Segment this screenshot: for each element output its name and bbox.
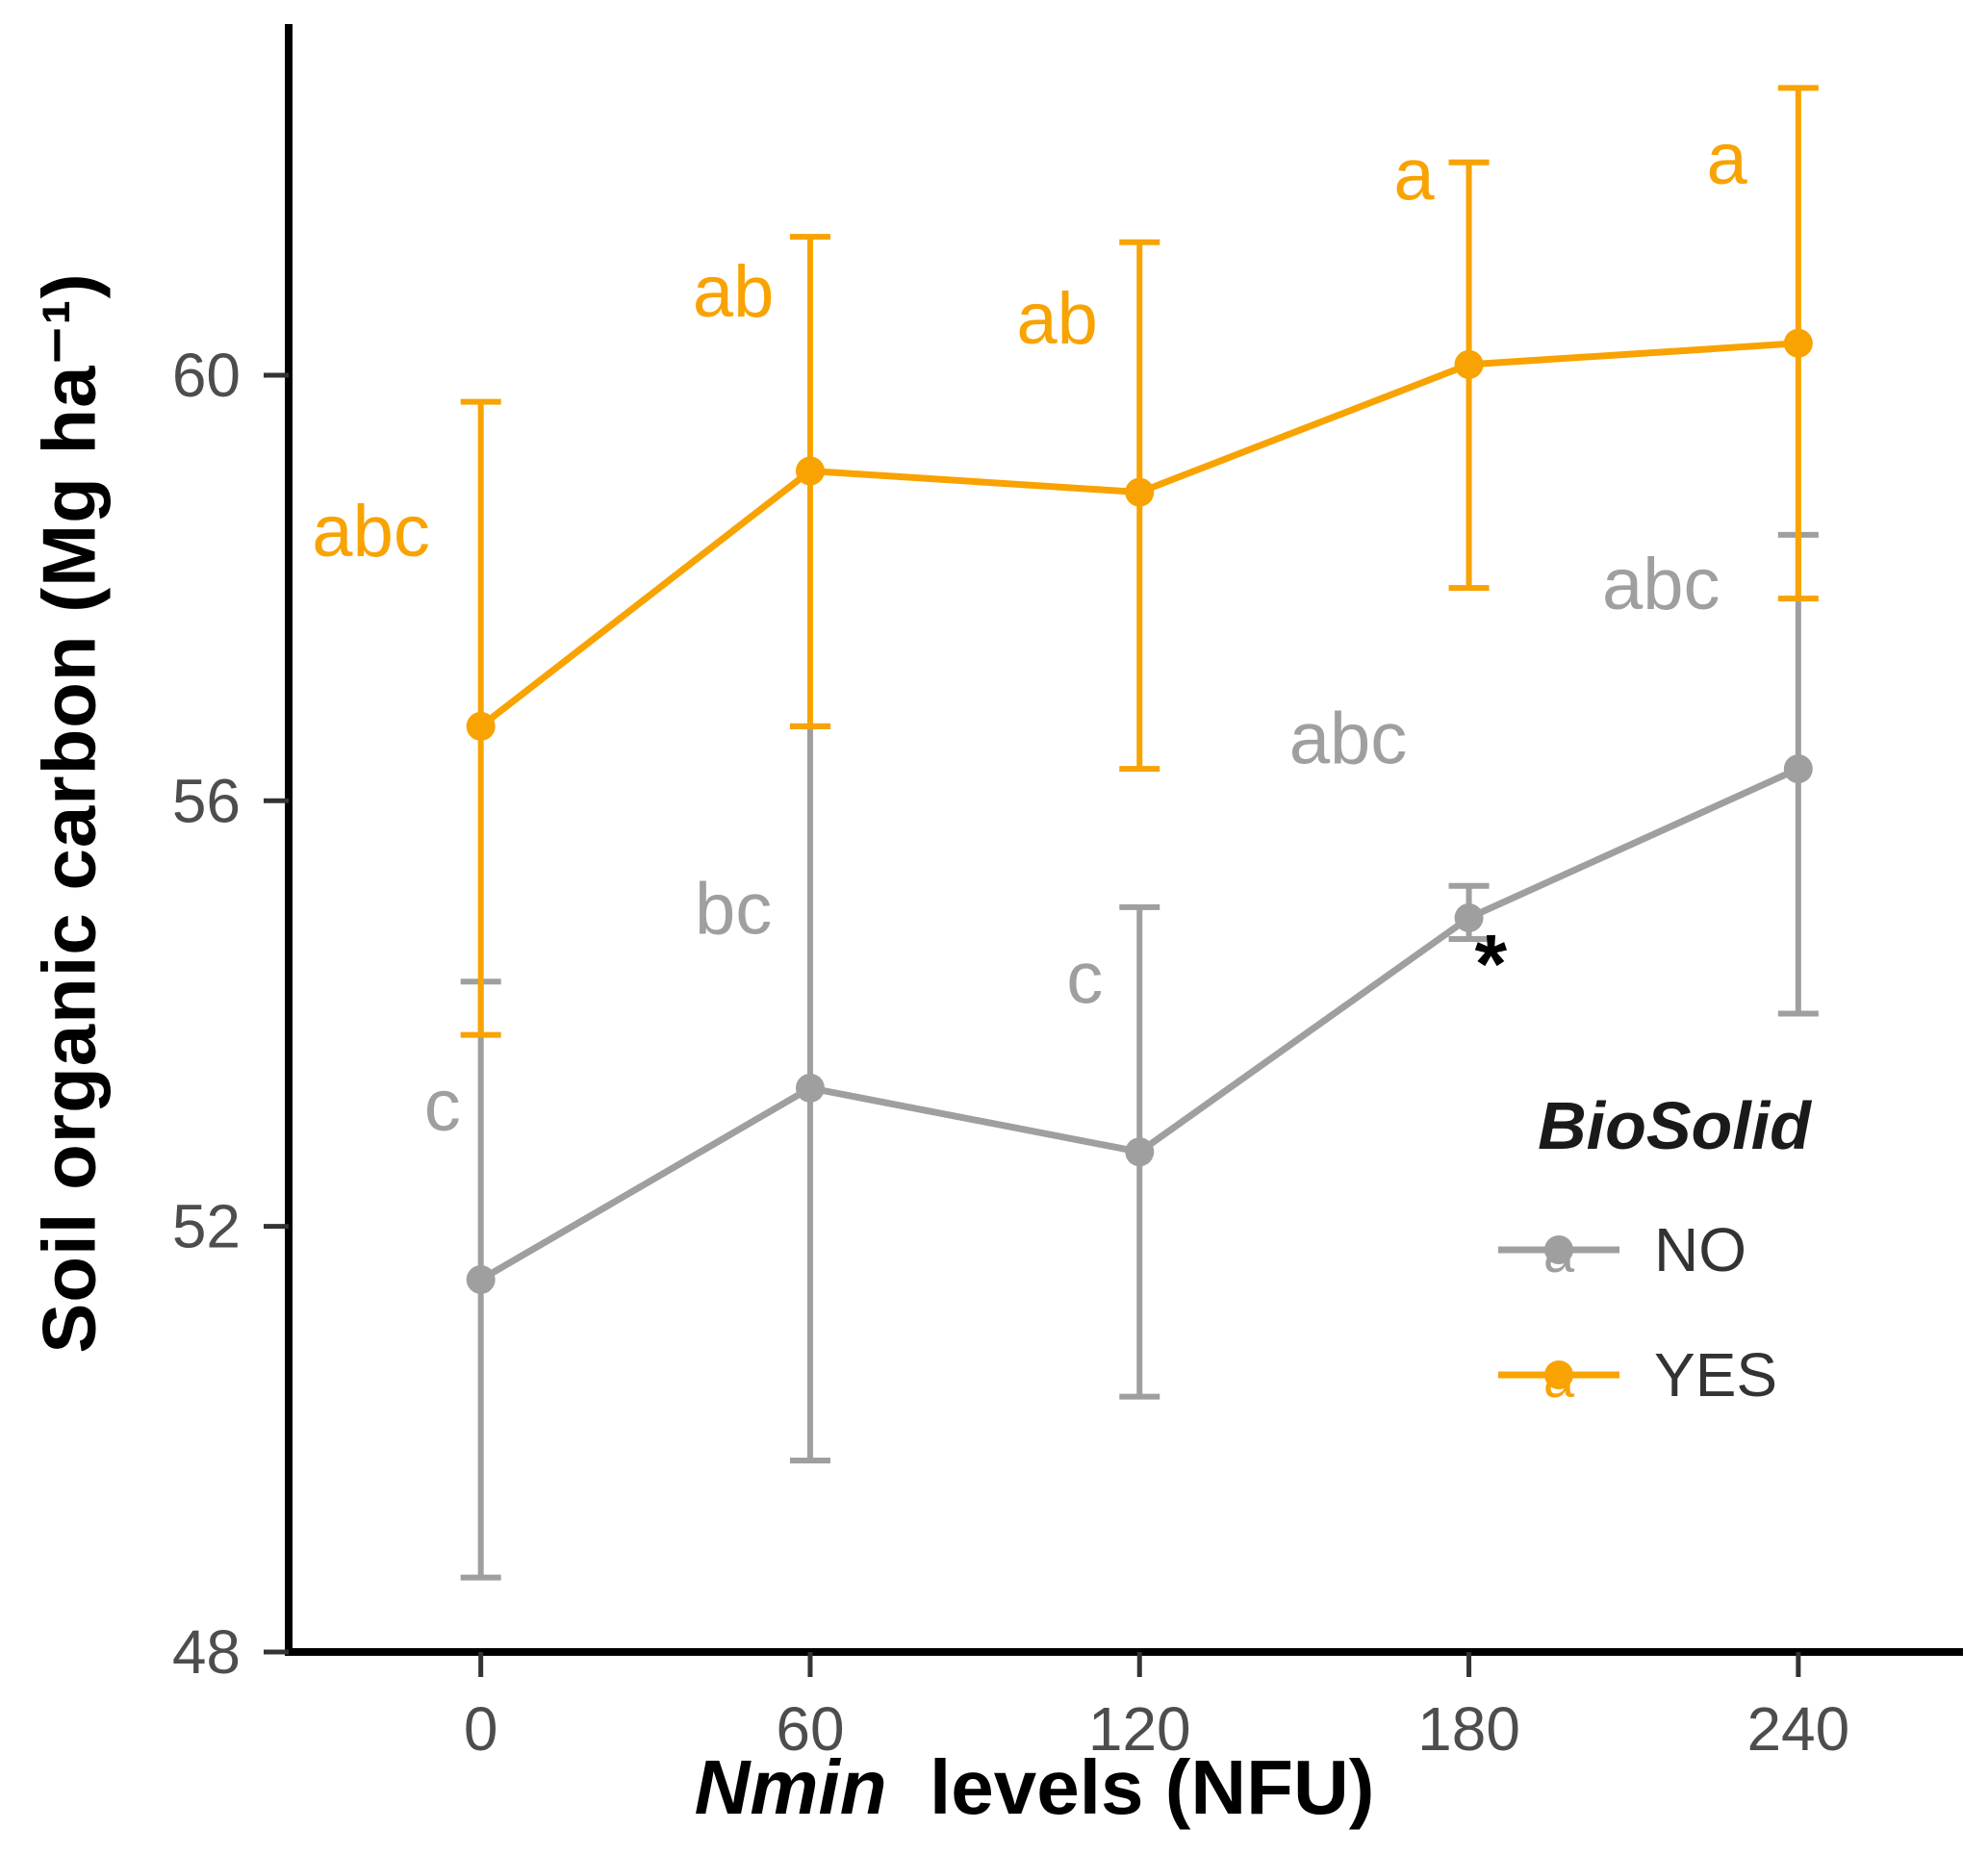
sig-letter-label: bc: [695, 869, 772, 951]
y-tick-label: 48: [172, 1617, 241, 1687]
data-point: [466, 1264, 496, 1294]
legend-row-no: a NO: [1395, 1210, 1953, 1289]
asterisk-annotation: *: [1475, 918, 1508, 1010]
data-point: [1125, 477, 1155, 507]
sig-letter-label: abc: [1602, 544, 1720, 625]
sig-letter-label: c: [1066, 937, 1103, 1019]
sig-letter-label: a: [1707, 118, 1748, 200]
y-tick-label: 56: [172, 766, 241, 835]
x-tick-label: 0: [464, 1694, 498, 1764]
y-axis-title: Soil organic carbon (Mg ha⁻¹): [26, 272, 112, 1354]
legend-label: YES: [1654, 1340, 1778, 1410]
data-point: [1783, 754, 1813, 784]
sig-letter-label: abc: [312, 491, 430, 572]
legend-row-yes: a YES: [1395, 1335, 1953, 1414]
sig-letter-label: c: [424, 1065, 461, 1147]
legend-label: NO: [1654, 1215, 1746, 1284]
legend-title: BioSolid: [1538, 1088, 1811, 1163]
data-point: [1454, 902, 1484, 932]
legend-key-icon: a: [1498, 1347, 1619, 1410]
x-tick-label: 180: [1417, 1694, 1520, 1764]
series-YES: abc ab ab a a: [312, 85, 1819, 1038]
data-point: [1125, 1137, 1155, 1167]
data-point: [795, 1073, 825, 1103]
x-tick-label: 120: [1088, 1694, 1191, 1764]
data-point: [466, 711, 496, 741]
data-point: [1454, 349, 1484, 379]
data-point: [795, 456, 825, 486]
x-axis-title: Nmin levels (NFU): [695, 1743, 1375, 1832]
legend-key-icon: a: [1498, 1222, 1619, 1284]
legend: BioSolid a NO a YES: [1395, 1087, 1953, 1414]
legend-key-point: [1544, 1235, 1573, 1264]
x-tick-label: 240: [1746, 1694, 1849, 1764]
x-tick-label: 60: [776, 1694, 844, 1764]
y-tick-label: 60: [172, 341, 241, 410]
y-tick-label: 52: [172, 1192, 241, 1261]
legend-key-point: [1544, 1360, 1573, 1389]
sig-letter-label: ab: [1016, 278, 1098, 360]
series-NO: c bc c abc abc: [424, 531, 1819, 1581]
sig-letter-label: ab: [693, 251, 775, 333]
x-axis-title-italic: Nmin: [694, 1744, 887, 1830]
x-axis-title-rest: levels (NFU): [886, 1744, 1375, 1830]
sig-letter-label: abc: [1289, 699, 1408, 780]
data-point: [1783, 328, 1813, 358]
sig-letter-label: a: [1393, 134, 1435, 216]
legend-rows: a NO a YES: [1395, 1210, 1953, 1414]
